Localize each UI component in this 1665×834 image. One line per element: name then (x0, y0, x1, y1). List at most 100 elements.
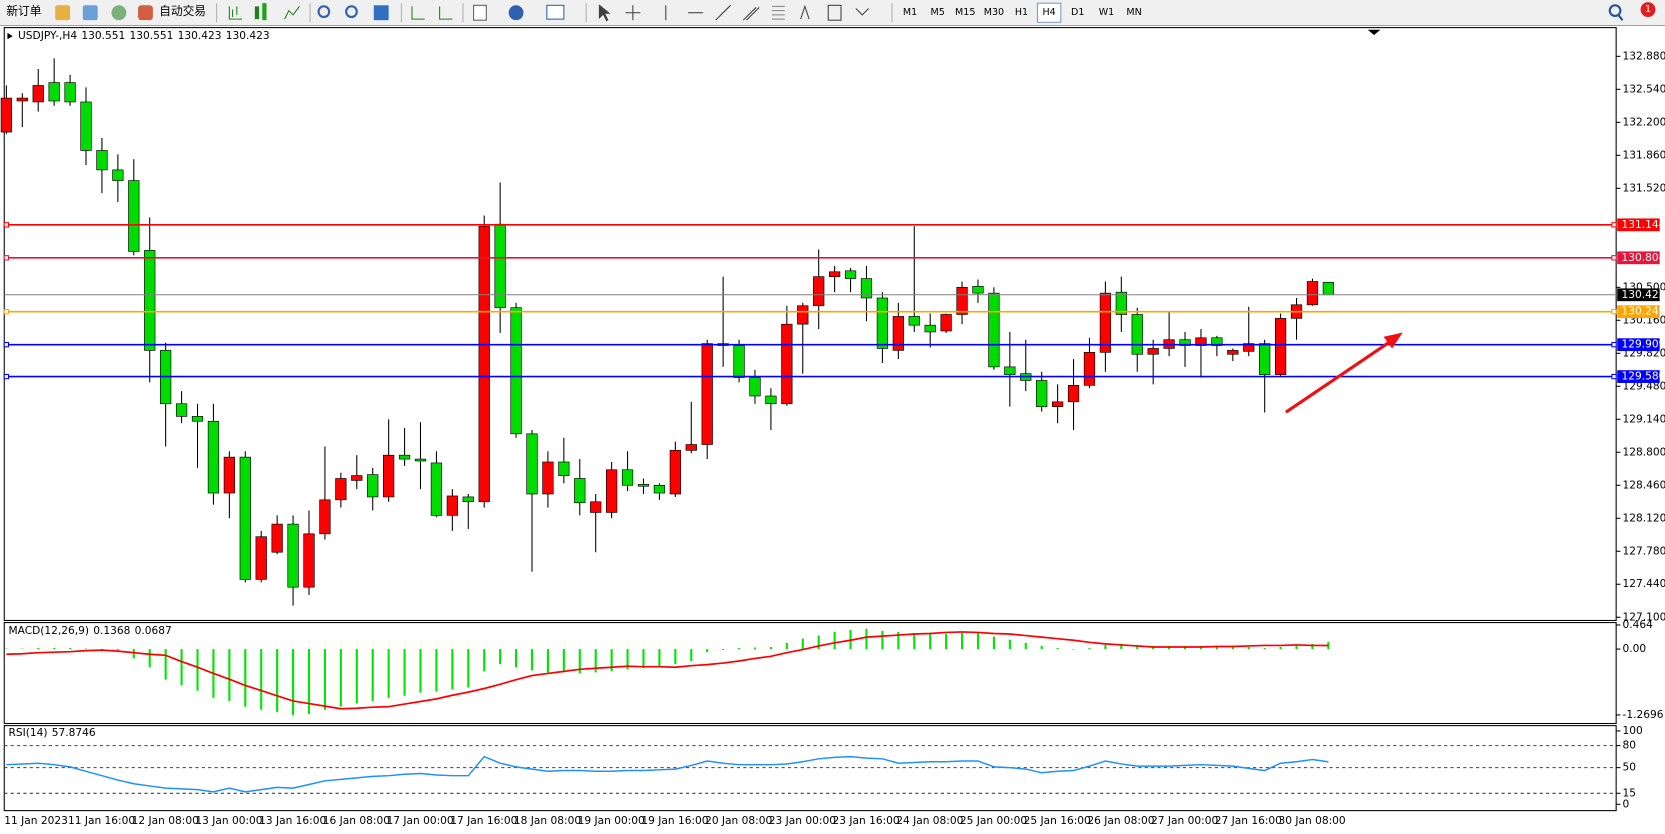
icon[interactable] (138, 5, 153, 21)
macd-bar (292, 649, 295, 715)
shift-marker (1367, 29, 1381, 36)
macd-bar (769, 646, 772, 650)
icon[interactable] (827, 4, 842, 21)
icon[interactable] (373, 5, 389, 21)
timeframe-button[interactable]: MN (1126, 7, 1141, 18)
line-anchor (1611, 222, 1617, 228)
candle-body (1243, 343, 1255, 352)
macd-bar (148, 649, 151, 668)
timeframe-button[interactable]: H1 (1015, 7, 1028, 18)
candle-body (781, 323, 793, 405)
macd-bar (706, 649, 709, 653)
x-tick-label: 11 Jan 16:00 (68, 814, 135, 827)
symbol-marker (7, 32, 13, 40)
search-icon[interactable] (1608, 4, 1622, 17)
panel-label: RSI(14) (8, 726, 47, 739)
macd-bar (658, 649, 661, 668)
line-anchor (1611, 342, 1617, 348)
timeframe-button[interactable]: M1 (903, 7, 917, 18)
panel-label: 0.1368 (93, 624, 130, 637)
auto-trading-button[interactable]: 自动交易 (159, 4, 206, 18)
candle-body (462, 496, 474, 503)
line-label-box (1617, 305, 1660, 319)
macd-bar (562, 649, 565, 673)
candle-body (96, 150, 108, 171)
macd-bar (307, 649, 311, 714)
timeframe-button[interactable]: W1 (1099, 7, 1115, 18)
icon[interactable] (742, 7, 760, 21)
macd-bar (610, 649, 613, 672)
icon[interactable] (82, 5, 98, 21)
icon[interactable] (111, 5, 127, 21)
macd-bar (387, 649, 390, 698)
icon[interactable] (625, 5, 641, 21)
new-order-button[interactable]: 新订单 (6, 4, 41, 18)
icon[interactable] (439, 6, 453, 20)
line-label-box (1617, 338, 1660, 352)
icon[interactable] (254, 6, 260, 20)
rsi-line (6, 755, 1329, 793)
timeframe-button[interactable]: H4 (1042, 7, 1055, 18)
macd-bar (945, 634, 948, 650)
icon[interactable] (228, 6, 243, 20)
icon[interactable] (800, 4, 810, 20)
candle-body (749, 377, 761, 397)
candle-body (574, 478, 586, 504)
macd-bar (499, 649, 502, 665)
macd-bar (5, 648, 8, 650)
line-anchor (3, 222, 10, 228)
macd-bar (1024, 642, 1027, 650)
candle-body (1051, 401, 1064, 407)
candle-body (351, 475, 363, 481)
macd-bar (753, 647, 757, 650)
macd-bar (1231, 646, 1234, 650)
candle-body (558, 461, 570, 476)
icon[interactable] (317, 5, 331, 19)
icon[interactable] (715, 4, 731, 21)
icon[interactable] (855, 8, 869, 16)
candle-body (988, 292, 1000, 368)
icon[interactable] (473, 4, 487, 21)
notification-badge[interactable] (1640, 2, 1656, 17)
icon[interactable] (508, 5, 524, 21)
macd-bar (483, 649, 486, 672)
line-anchor (3, 342, 10, 348)
icon[interactable] (546, 4, 565, 20)
macd-bar (1311, 643, 1314, 650)
annotation-arrow (1285, 332, 1403, 414)
icon[interactable] (771, 5, 785, 20)
timeframe-button[interactable]: D1 (1071, 7, 1084, 18)
macd-bar (1056, 648, 1059, 650)
candle-body (303, 533, 315, 588)
candle-body (510, 307, 522, 435)
icon[interactable] (411, 6, 425, 20)
icon[interactable] (345, 5, 358, 19)
macd-bar (976, 632, 980, 650)
y-tick-label: 100 (1623, 724, 1643, 737)
panel-label: 57.8746 (52, 726, 96, 739)
macd-bar (737, 648, 741, 650)
x-tick-label: 19 Jan 00:00 (578, 814, 645, 827)
macd-bar (1008, 639, 1011, 650)
macd-bar (722, 649, 725, 651)
line-label: 129.580 (1621, 370, 1665, 383)
timeframe-button[interactable]: M15 (955, 7, 975, 18)
macd-bar (897, 631, 900, 650)
panel-label: MACD(12,26,9) (8, 624, 89, 637)
line-label: 130.249 (1621, 305, 1665, 318)
icon[interactable] (262, 3, 267, 21)
macd-bar (180, 649, 183, 686)
timeframe-button[interactable]: M5 (930, 7, 944, 18)
macd-bar (594, 649, 597, 673)
icon[interactable] (284, 6, 300, 20)
timeframe-button[interactable]: M30 (984, 7, 1004, 18)
macd-bar (132, 649, 135, 659)
icon[interactable] (55, 5, 71, 21)
candle-body (414, 458, 427, 462)
y-tick-label: 131.860 (1623, 148, 1665, 161)
macd-bar (1279, 646, 1282, 650)
toolbar (0, 0, 1665, 26)
candle-body (223, 456, 235, 494)
icon[interactable] (598, 4, 611, 22)
